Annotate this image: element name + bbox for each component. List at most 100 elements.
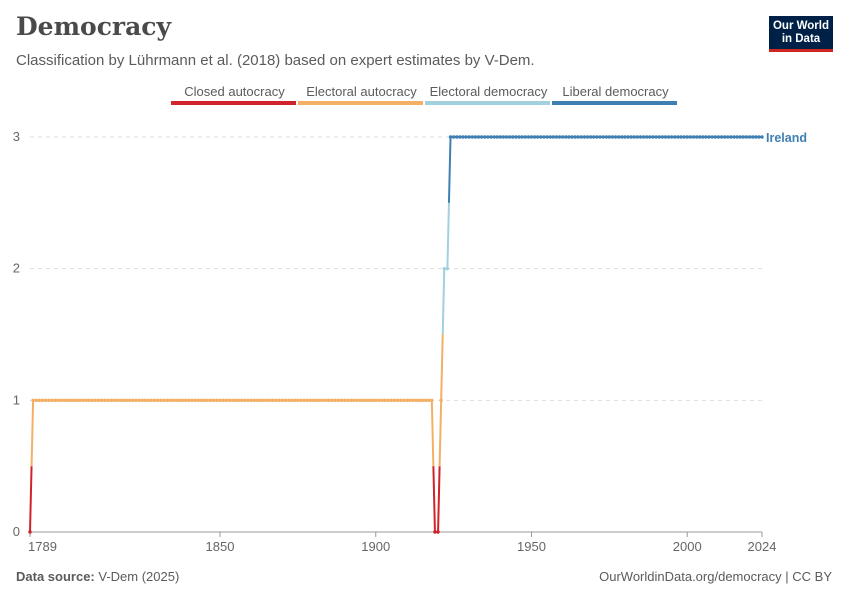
data-point bbox=[286, 398, 291, 403]
legend-label-electoral-democracy[interactable]: Electoral democracy bbox=[430, 84, 548, 99]
data-point bbox=[317, 398, 322, 403]
data-point bbox=[626, 135, 630, 139]
data-point bbox=[137, 398, 141, 403]
data-point bbox=[346, 398, 350, 403]
data-point bbox=[663, 135, 668, 139]
data-point bbox=[333, 398, 337, 403]
data-point bbox=[37, 398, 42, 403]
data-point bbox=[564, 135, 568, 139]
data-point bbox=[165, 398, 169, 403]
data-point bbox=[374, 398, 378, 403]
data-point bbox=[90, 398, 94, 403]
data-point bbox=[604, 135, 608, 139]
data-point bbox=[598, 135, 602, 139]
data-point bbox=[349, 398, 353, 403]
data-point bbox=[380, 398, 384, 403]
data-point bbox=[184, 398, 188, 403]
data-point bbox=[710, 135, 714, 139]
data-point bbox=[358, 398, 362, 403]
data-point bbox=[551, 135, 556, 139]
data-point bbox=[392, 398, 397, 403]
legend-label-electoral-autocracy[interactable]: Electoral autocracy bbox=[306, 84, 417, 99]
x-tick-label-1789: 1789 bbox=[28, 539, 57, 554]
data-point bbox=[442, 266, 446, 271]
data-point bbox=[283, 398, 288, 403]
data-point bbox=[654, 135, 658, 139]
data-point bbox=[641, 135, 646, 139]
legend-label-closed-autocracy[interactable]: Closed autocracy bbox=[184, 84, 285, 99]
data-point bbox=[255, 398, 260, 403]
data-point bbox=[293, 398, 297, 403]
data-point bbox=[302, 398, 306, 403]
data-point bbox=[651, 135, 655, 139]
data-point bbox=[355, 398, 359, 403]
democracy-chart: Closed autocracy Electoral autocracy Elect… bbox=[13, 84, 807, 554]
logo-line-1: Our World bbox=[772, 20, 829, 32]
data-point bbox=[56, 398, 60, 403]
data-point bbox=[414, 398, 418, 403]
data-point bbox=[34, 398, 38, 403]
data-point bbox=[470, 135, 475, 139]
data-point bbox=[196, 398, 200, 403]
data-point bbox=[46, 398, 51, 403]
data-point bbox=[483, 135, 487, 139]
data-point bbox=[143, 398, 147, 403]
legend: Closed autocracy Electoral autocracy Elect… bbox=[171, 84, 677, 105]
data-point bbox=[364, 398, 369, 403]
owid-logo[interactable]: Our World in Data bbox=[769, 16, 833, 52]
data-point bbox=[623, 135, 627, 139]
data-point bbox=[507, 135, 512, 139]
data-source: Data source: V-Dem (2025) bbox=[16, 569, 179, 584]
data-point bbox=[479, 135, 484, 139]
series-points-ireland bbox=[28, 135, 764, 534]
data-point bbox=[71, 398, 76, 403]
data-point bbox=[208, 398, 213, 403]
data-point bbox=[704, 135, 708, 139]
series-label-ireland[interactable]: Ireland bbox=[766, 131, 807, 145]
data-point bbox=[411, 398, 415, 403]
data-point bbox=[265, 398, 269, 403]
data-point bbox=[592, 135, 596, 139]
legend-label-liberal-democracy[interactable]: Liberal democracy bbox=[562, 84, 669, 99]
data-point bbox=[629, 135, 633, 139]
data-point bbox=[252, 398, 256, 403]
data-point bbox=[448, 135, 453, 139]
data-source-value[interactable]: V-Dem (2025) bbox=[98, 569, 180, 584]
y-tick-label-2: 2 bbox=[13, 261, 20, 276]
data-point bbox=[31, 398, 35, 403]
data-point bbox=[149, 398, 154, 403]
data-point bbox=[635, 135, 640, 139]
data-point bbox=[124, 398, 129, 403]
data-point bbox=[620, 135, 624, 139]
data-point bbox=[585, 135, 590, 139]
data-point bbox=[455, 135, 459, 139]
data-point bbox=[398, 398, 403, 403]
data-point bbox=[694, 135, 699, 139]
data-point bbox=[430, 398, 434, 403]
chart-title: Democracy bbox=[16, 12, 172, 41]
data-point bbox=[233, 398, 238, 403]
data-point bbox=[514, 135, 518, 139]
data-point bbox=[504, 135, 509, 139]
footer-url[interactable]: OurWorldinData.org/democracy | CC BY bbox=[599, 569, 832, 584]
data-point bbox=[476, 135, 481, 139]
data-point bbox=[464, 135, 468, 139]
data-point bbox=[722, 135, 727, 139]
line-segment bbox=[30, 400, 35, 467]
data-point bbox=[156, 398, 160, 403]
data-point bbox=[53, 398, 57, 403]
data-point bbox=[190, 398, 194, 403]
data-point bbox=[713, 135, 717, 139]
line-segment bbox=[432, 466, 436, 533]
data-point bbox=[701, 135, 705, 139]
data-point bbox=[261, 398, 266, 403]
data-point bbox=[342, 398, 347, 403]
data-point bbox=[676, 135, 680, 139]
data-point bbox=[180, 398, 185, 403]
y-tick-label-1: 1 bbox=[13, 392, 20, 407]
data-point bbox=[106, 398, 110, 403]
data-point bbox=[121, 398, 126, 403]
data-point bbox=[258, 398, 263, 403]
data-point bbox=[420, 398, 425, 403]
data-point bbox=[595, 135, 599, 139]
